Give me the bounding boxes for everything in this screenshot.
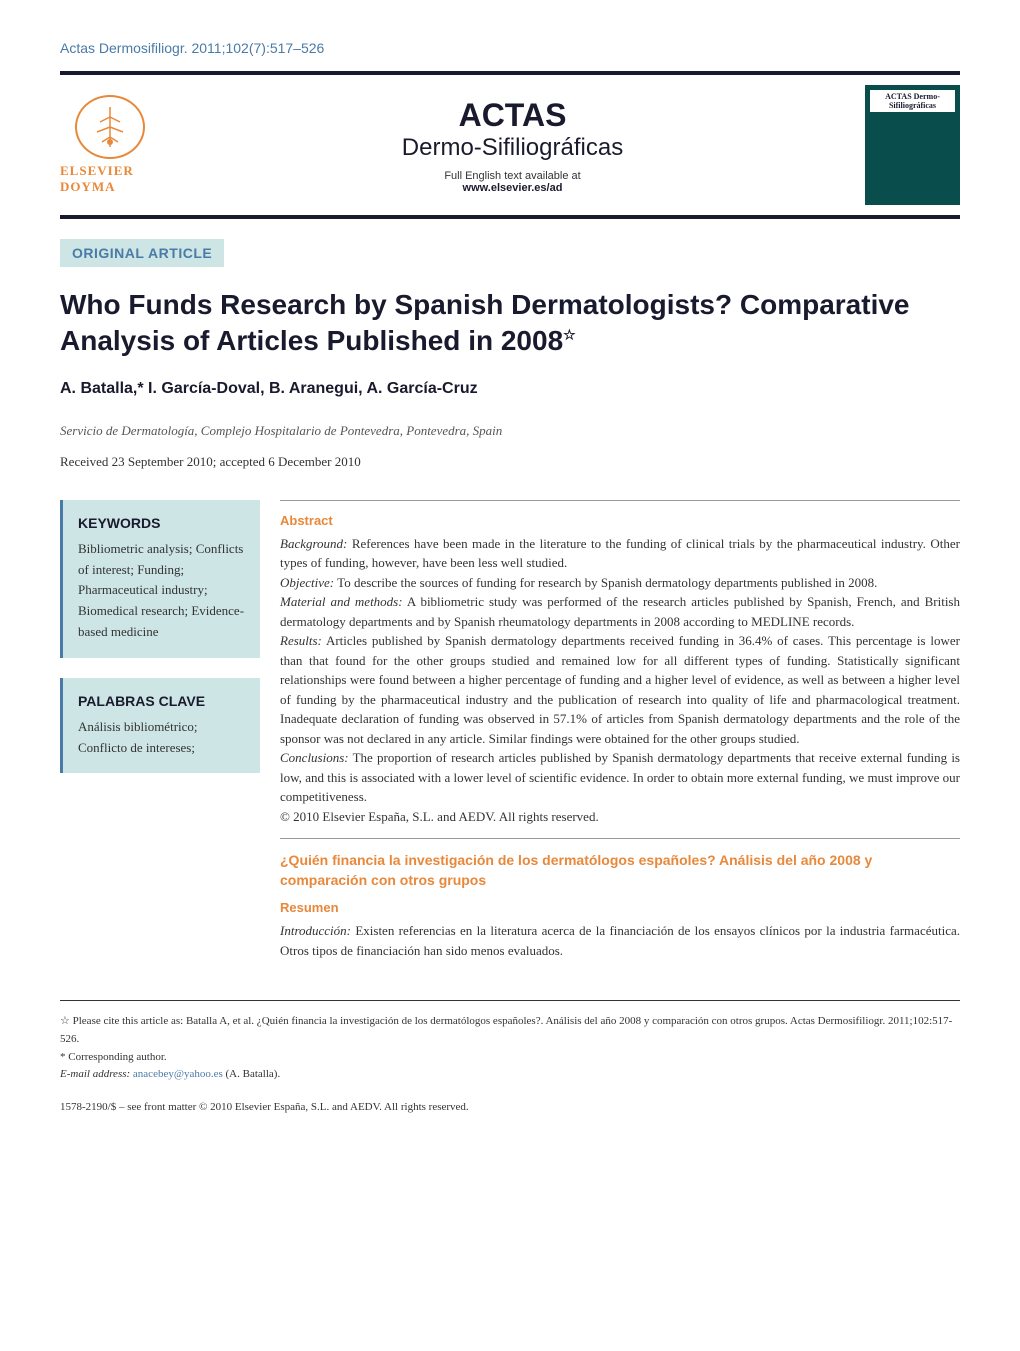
resumen-intro: Existen referencias en la literatura ace… [280,923,960,958]
footnote-corr-text: Corresponding author. [66,1051,167,1063]
abstract-objective: To describe the sources of funding for r… [334,575,877,590]
content-grid: KEYWORDS Bibliometric analysis; Conflict… [60,500,960,961]
elsevier-tree-icon [75,95,145,159]
authors: A. Batalla,* I. García-Doval, B. Aranegu… [60,380,960,398]
masthead: ELSEVIER DOYMA ACTAS Dermo-Sifiliográfic… [60,75,960,215]
abstract-copyright: © 2010 Elsevier España, S.L. and AEDV. A… [280,809,599,824]
manuscript-dates: Received 23 September 2010; accepted 6 D… [60,454,960,470]
publisher-name: ELSEVIER DOYMA [60,163,160,195]
journal-availability: Full English text available at [180,170,845,182]
footnotes: ☆ Please cite this article as: Batalla A… [60,1000,960,1116]
article-title-text: Who Funds Research by Spanish Dermatolog… [60,289,910,356]
email-suffix: (A. Batalla). [223,1068,280,1080]
spanish-title: ¿Quién financia la investigación de los … [280,851,960,890]
abstract-background-label: Background: [280,536,347,551]
main-content: Abstract Background: References have bee… [280,500,960,961]
resumen-heading: Resumen [280,900,960,915]
title-note-marker: ☆ [563,327,576,343]
section-label: ORIGINAL ARTICLE [60,239,224,267]
footnote-cite-marker: ☆ [60,1015,70,1027]
cover-thumb-title: ACTAS Dermo-Sifiliográficas [870,90,955,112]
journal-cover-thumbnail: ACTAS Dermo-Sifiliográficas [865,85,960,205]
footnote-corresponding: * Corresponding author. [60,1049,960,1067]
footnote-citation: ☆ Please cite this article as: Batalla A… [60,1013,960,1048]
journal-url: www.elsevier.es/ad [180,182,845,194]
sidebar: KEYWORDS Bibliometric analysis; Conflict… [60,500,260,961]
abstract-body: Background: References have been made in… [280,534,960,827]
resumen-intro-label: Introducción: [280,923,351,938]
abstract-heading: Abstract [280,513,960,528]
resumen-body: Introducción: Existen referencias en la … [280,921,960,960]
keywords-es-list: Análisis bibliométrico; Conflicto de int… [78,717,245,759]
keywords-es-heading: PALABRAS CLAVE [78,693,245,709]
abstract-results: Articles published by Spanish dermatolog… [280,633,960,746]
header-citation: Actas Dermosifiliogr. 2011;102(7):517–52… [60,40,960,56]
footnote-email: E-mail address: anacebey@yahoo.es (A. Ba… [60,1066,960,1084]
abstract-methods-label: Material and methods: [280,594,403,609]
journal-title-main: ACTAS [180,97,845,134]
keywords-es-box: PALABRAS CLAVE Análisis bibliométrico; C… [60,678,260,774]
abstract-background: References have been made in the literat… [280,536,960,571]
abstract-conclusions-label: Conclusions: [280,750,349,765]
email-address[interactable]: anacebey@yahoo.es [133,1068,223,1080]
journal-title-sub: Dermo-Sifiliográficas [180,134,845,162]
keywords-en-box: KEYWORDS Bibliometric analysis; Conflict… [60,500,260,658]
journal-title-block: ACTAS Dermo-Sifiliográficas Full English… [180,97,845,194]
keywords-en-list: Bibliometric analysis; Conflicts of inte… [78,539,245,643]
abstract-objective-label: Objective: [280,575,334,590]
affiliation: Servicio de Dermatología, Complejo Hospi… [60,423,960,439]
email-label: E-mail address: [60,1068,133,1080]
publisher-logo: ELSEVIER DOYMA [60,95,160,195]
abstract-bottom-rule [280,838,960,839]
footnote-cite-text: Please cite this article as: Batalla A, … [60,1015,952,1045]
article-title: Who Funds Research by Spanish Dermatolog… [60,287,960,360]
keywords-en-heading: KEYWORDS [78,515,245,531]
abstract-conclusions: The proportion of research articles publ… [280,750,960,804]
abstract-top-rule [280,500,960,501]
header-bottom-rule [60,215,960,219]
abstract-results-label: Results: [280,633,322,648]
copyright-line: 1578-2190/$ – see front matter © 2010 El… [60,1099,960,1117]
